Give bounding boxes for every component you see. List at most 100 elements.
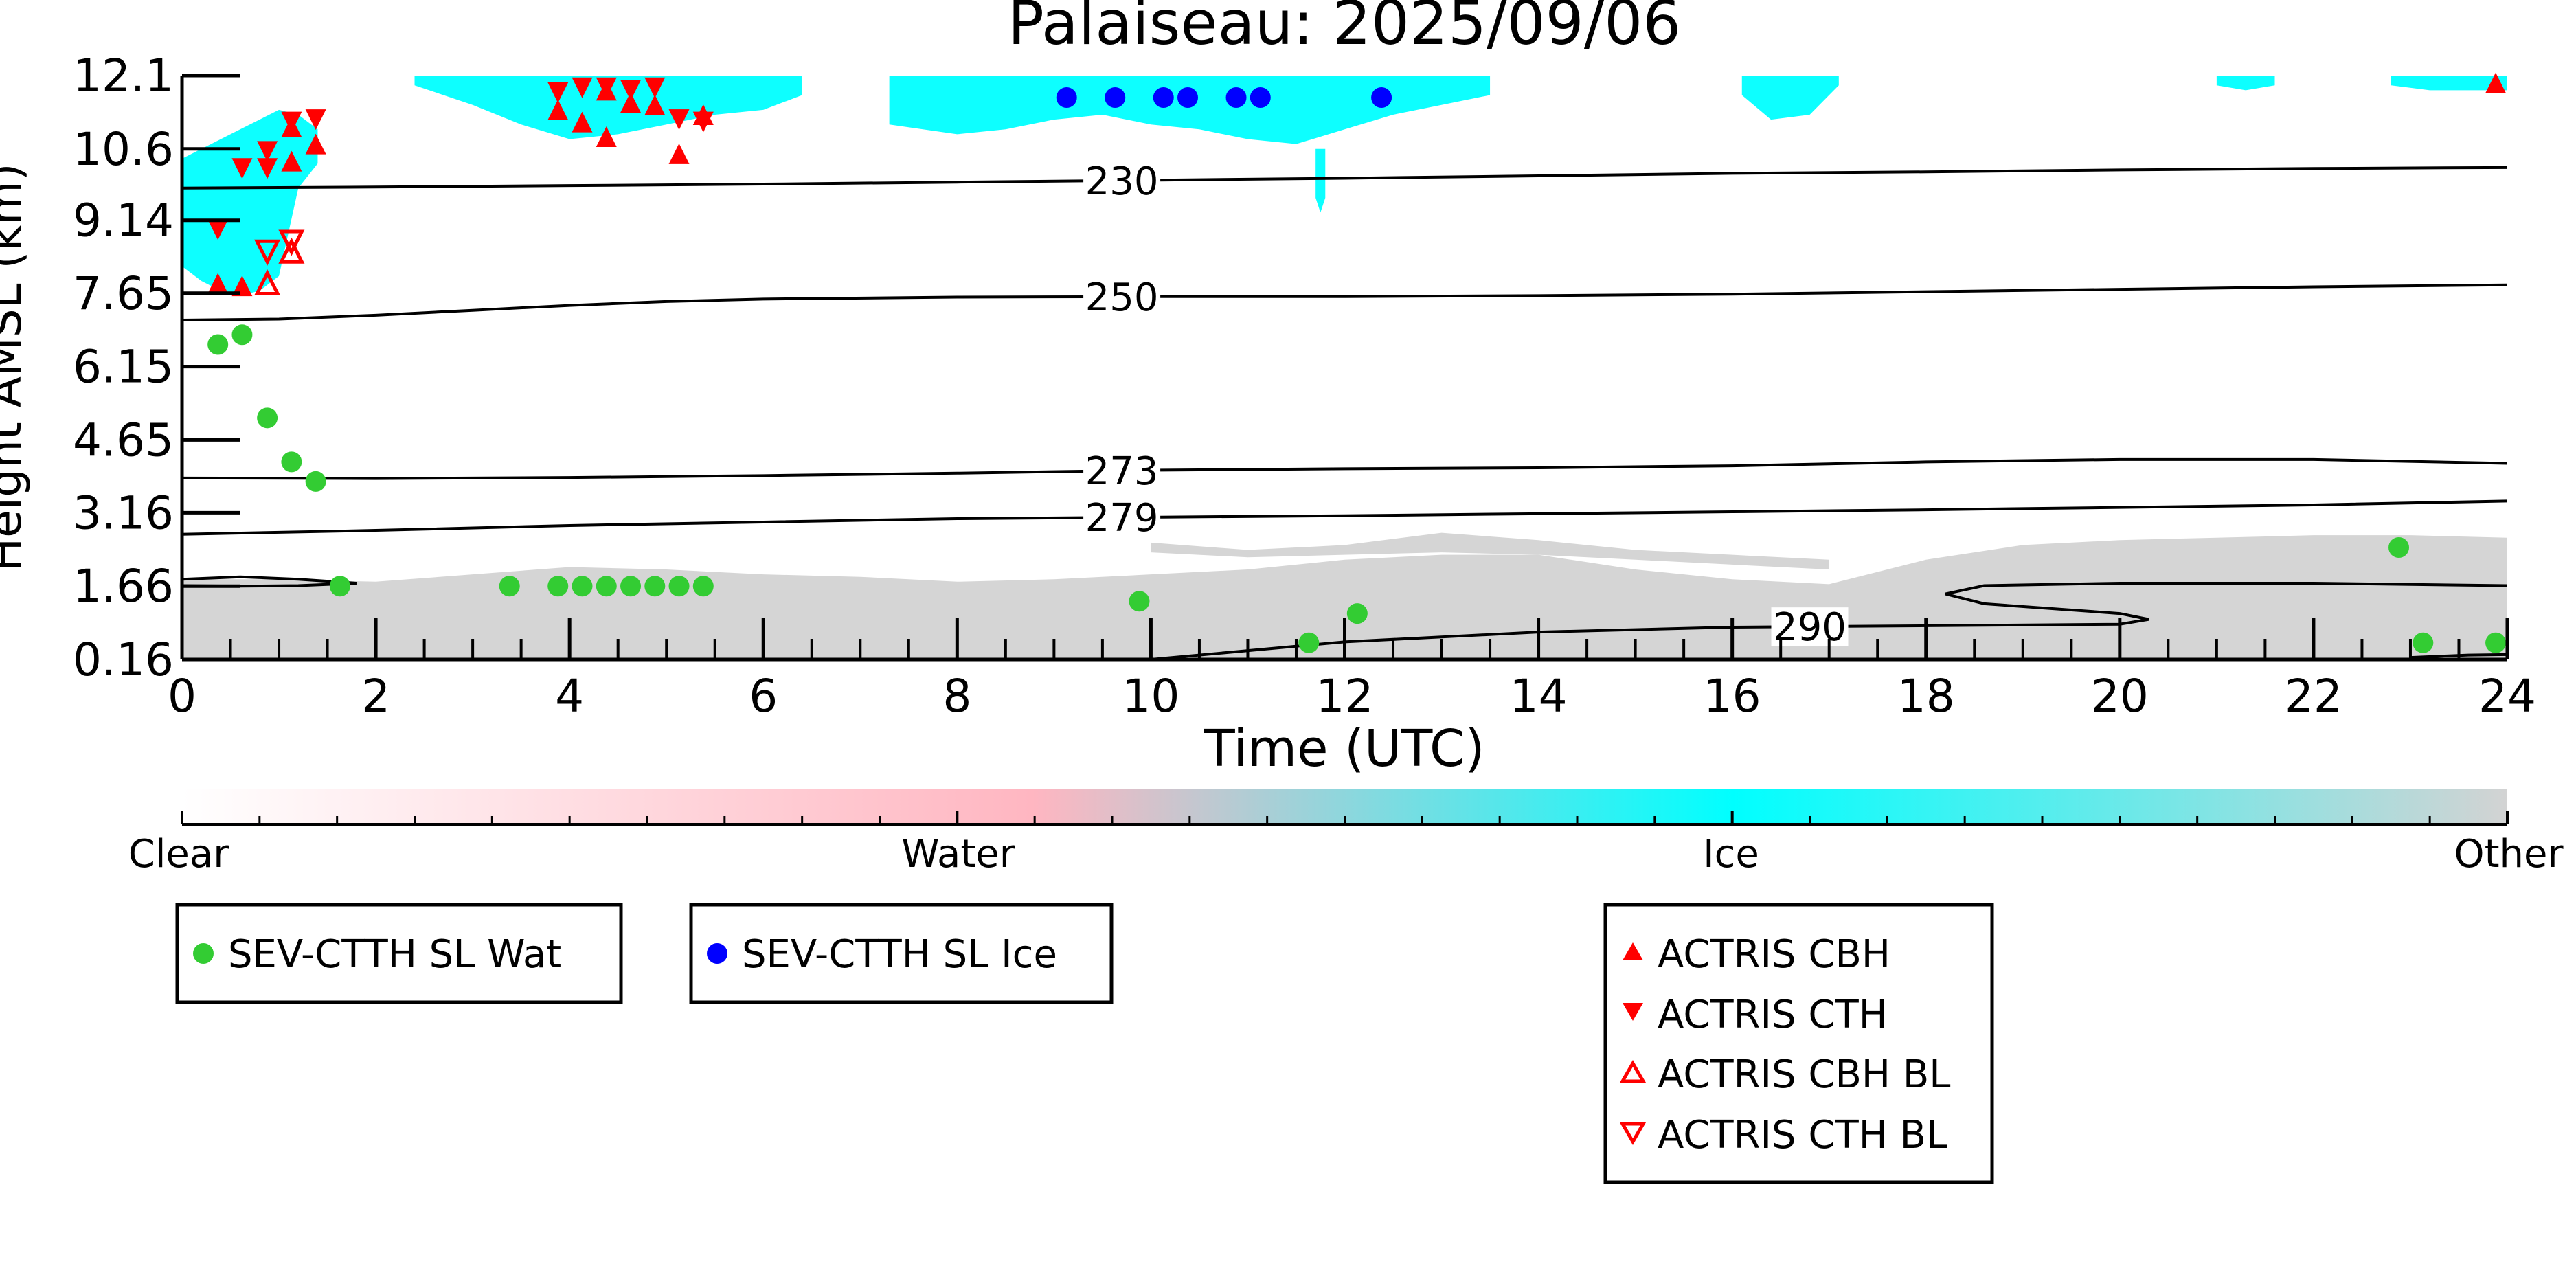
sev-ctth-sl-wat-point-12: [668, 576, 690, 597]
legend-actris: ACTRIS CBH ACTRIS CTH ACTRIS CBH BL ACTR…: [1603, 903, 1994, 1184]
contour-line-290: [1151, 581, 2507, 659]
x-tick-label-22: 22: [2285, 670, 2342, 723]
contour-line-250: [182, 283, 2507, 321]
y-axis-label: Height AMSL (km): [0, 163, 32, 572]
sev-ctth-sl-wat-point-13: [692, 576, 714, 597]
y-tick-label-8: 12.1: [73, 49, 174, 102]
actris-cth-point-6: [547, 82, 569, 103]
x-tick-label-20: 20: [2091, 670, 2149, 723]
actris-cth-point-7: [572, 77, 593, 98]
x-axis-label: Time (UTC): [1203, 719, 1484, 778]
contour-label-bg-250: [1083, 277, 1161, 316]
colorbar-label-ice: Ice: [1703, 832, 1759, 877]
sev-ctth-sl-wat-point-17: [2388, 536, 2410, 558]
actris-cth-point-9: [620, 80, 642, 101]
contour-label-290: 290: [1773, 605, 1846, 650]
sev-ctth-sl-wat-point-14: [1129, 591, 1150, 612]
cloud-region-ice-6: [2391, 76, 2507, 91]
chart-title: Palaiseau: 2025/09/06: [1008, 0, 1681, 58]
legend-cth-bl-marker: [1619, 1122, 1647, 1146]
contour-label-bg-279: [1083, 498, 1161, 537]
legend-wat-label: SEV-CTTH SL Wat: [228, 932, 561, 977]
cloud-mask-layer: [182, 76, 2507, 659]
actris-cth-point-4: [281, 111, 302, 133]
actris-cbh-bl-point-0: [254, 269, 281, 296]
actris-cth-point-0: [207, 219, 229, 240]
legend-ice-frame: [689, 903, 1114, 1004]
actris-cth-point-10: [644, 77, 666, 98]
sev-ctth-sl-wat-point-6: [499, 576, 520, 597]
cloud-region-ice-0: [182, 109, 318, 296]
sev-ctth-sl-wat-point-2: [257, 407, 278, 429]
sev-ctth-sl-ice-point-6: [1371, 87, 1392, 109]
sev-ctth-sl-wat-point-16: [1346, 603, 1368, 624]
x-tick-label-8: 8: [942, 670, 971, 723]
y-tick-label-4: 6.15: [73, 341, 174, 394]
actris-cth-point-1: [231, 158, 253, 179]
contour-label-273: 273: [1085, 449, 1159, 494]
x-tick-label-16: 16: [1704, 670, 1761, 723]
contour-label-bg-273: [1083, 451, 1161, 490]
contour-label-bg-290: [1771, 607, 1849, 646]
x-ticks: 0 2 4 6 8 10 12 14 16 18 20 22 24: [168, 618, 2536, 723]
actris-cbh-point-7: [596, 126, 617, 147]
actris-cbh-point-10: [644, 94, 666, 115]
actris-cbh-point-1: [231, 275, 253, 297]
actris-cth-point-11: [668, 109, 690, 131]
x-tick-label-12: 12: [1316, 670, 1374, 723]
cloud-region-ice-2: [889, 76, 1491, 144]
contour-label-250: 250: [1085, 275, 1159, 320]
colorbar: Clear Water Ice Other: [128, 789, 2564, 877]
sev-ctth-sl-ice-point-5: [1250, 87, 1271, 109]
legend-ice: SEV-CTTH SL Ice: [689, 903, 1114, 1004]
sev-ctth-sl-wat-point-19: [2485, 632, 2507, 653]
legend-actris-frame: [1603, 903, 1994, 1184]
x-tick-label-14: 14: [1510, 670, 1568, 723]
legend-cbh-marker: [1623, 942, 1643, 960]
x-tick-label-10: 10: [1122, 670, 1179, 723]
colorbar-label-other: Other: [2454, 832, 2564, 877]
sev-ctth-sl-wat-point-18: [2413, 632, 2434, 653]
actris-cbh-point-0: [207, 273, 229, 294]
sev-ctth-sl-wat-point-10: [620, 576, 642, 597]
legend-cth-bl-label: ACTRIS CTH BL: [1658, 1113, 1947, 1157]
data-markers: [207, 72, 2507, 653]
y-tick-label-6: 9.14: [73, 194, 174, 247]
cloud-region-ice-3: [1315, 148, 1326, 213]
x-tick-label-4: 4: [555, 670, 584, 723]
legend-wat-marker: [193, 943, 214, 964]
legend-wat: SEV-CTTH SL Wat: [175, 903, 623, 1004]
contour-line-273: [182, 457, 2507, 480]
actris-cbh-point-6: [572, 111, 593, 133]
x-tick-label-6: 6: [749, 670, 778, 723]
contour-line-279: [182, 499, 2507, 536]
sev-ctth-sl-wat-point-7: [547, 576, 569, 597]
legend-cbh-bl-label: ACTRIS CBH BL: [1658, 1052, 1950, 1097]
actris-cbh-point-5: [547, 99, 569, 120]
actris-cth-point-12: [692, 111, 714, 133]
legend-ice-marker: [707, 943, 727, 964]
contour-label-bg-230: [1083, 161, 1161, 200]
contour-label-279: 279: [1085, 496, 1159, 541]
sev-ctth-sl-wat-point-1: [231, 324, 253, 346]
y-ticks: 0.16 1.66 3.16 4.65 6.15 7.65 9.14 10.6 12.1: [73, 49, 240, 686]
sev-ctth-sl-wat-point-4: [305, 471, 326, 492]
sev-ctth-sl-wat-point-15: [1298, 632, 1320, 653]
actris-cth-bl-point-1: [278, 229, 305, 256]
sev-ctth-sl-wat-point-3: [281, 451, 302, 473]
actris-cth-bl-point-0: [254, 239, 281, 266]
colorbar-label-water: Water: [901, 832, 1016, 877]
actris-cth-point-5: [305, 109, 326, 131]
legend-cbh-bl-marker: [1619, 1059, 1647, 1083]
colorbar-ticks: [181, 811, 2509, 824]
cloud-region-ice-5: [2216, 76, 2275, 91]
x-tick-label-2: 2: [361, 670, 390, 723]
colorbar-label-clear: Clear: [128, 832, 229, 877]
x-tick-label-18: 18: [1897, 670, 1955, 723]
y-tick-label-1: 1.66: [73, 560, 174, 613]
actris-cbh-bl-point-1: [278, 237, 305, 264]
y-tick-label-2: 3.16: [73, 486, 174, 539]
cloud-region-other-8: [1151, 532, 1829, 570]
